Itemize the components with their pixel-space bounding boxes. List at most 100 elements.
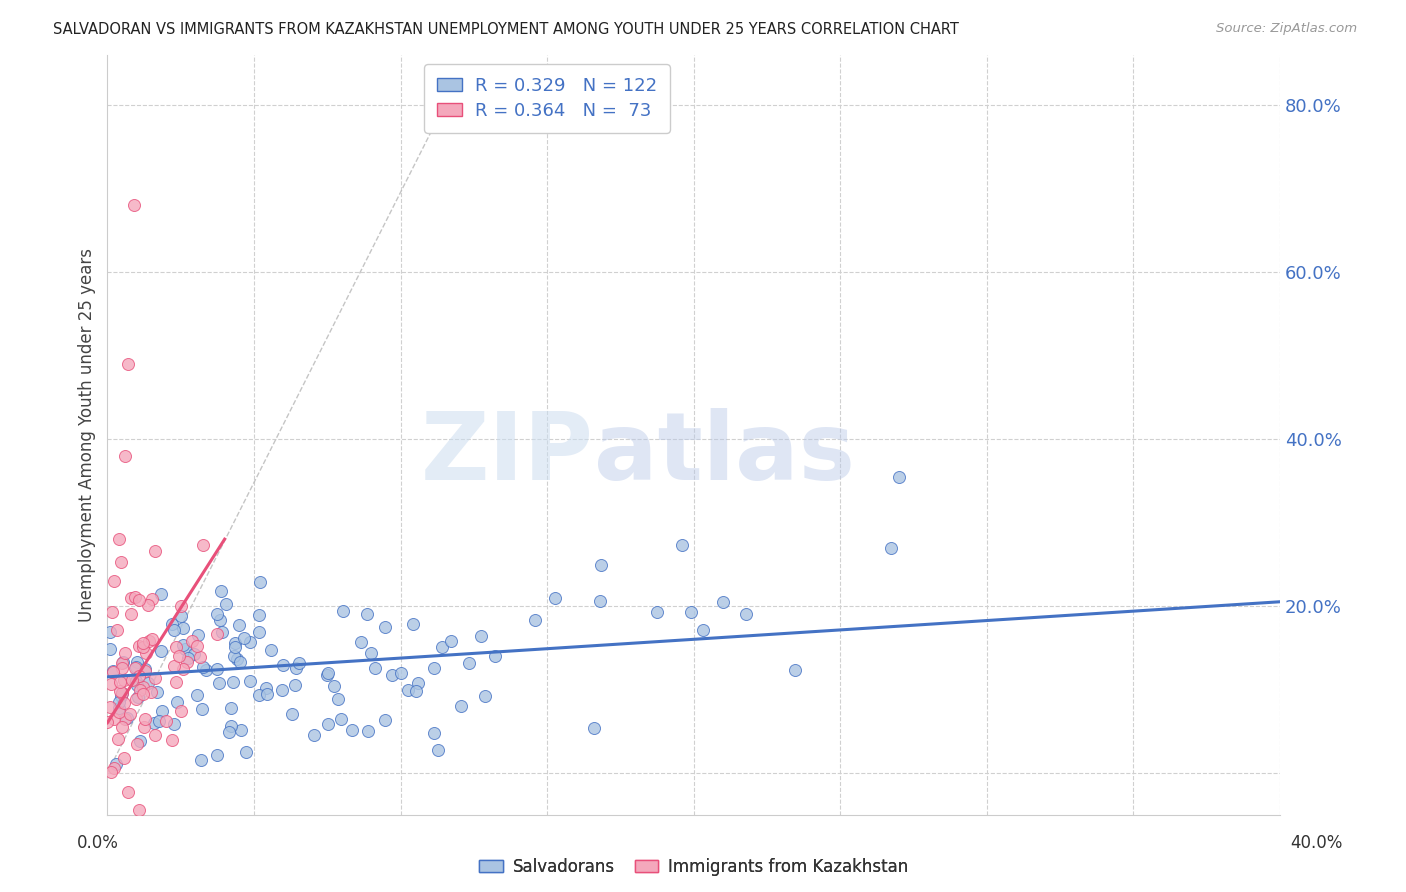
Point [589, 558, 612, 572]
Point [121, 673, 143, 688]
Point [173, 642, 195, 657]
Point [645, 606, 668, 620]
Point [107, 732, 129, 747]
Point [172, 638, 194, 652]
Text: 40.0%: 40.0% [1291, 834, 1343, 852]
Point [396, 683, 419, 698]
Text: SALVADORAN VS IMMIGRANTS FROM KAZAKHSTAN UNEMPLOYMENT AMONG YOUTH UNDER 25 YEARS: SALVADORAN VS IMMIGRANTS FROM KAZAKHSTAN… [53, 22, 959, 37]
Point [125, 737, 148, 751]
Point [163, 623, 186, 637]
Point [176, 655, 198, 669]
Point [136, 676, 159, 690]
Point [222, 674, 245, 689]
Point [162, 659, 184, 673]
Point [132, 720, 155, 734]
Point [112, 673, 135, 688]
Point [326, 692, 349, 706]
Point [128, 592, 150, 607]
Point [101, 665, 124, 679]
Point [381, 668, 404, 682]
Point [124, 660, 146, 674]
Point [215, 597, 238, 611]
Point [224, 640, 246, 654]
Point [711, 594, 734, 608]
Point [145, 684, 167, 698]
Point [207, 747, 229, 762]
Point [155, 714, 177, 728]
Point [105, 623, 128, 637]
Point [254, 681, 277, 695]
Point [228, 617, 250, 632]
Point [143, 716, 166, 731]
Point [470, 629, 492, 643]
Point [100, 765, 122, 780]
Point [183, 647, 205, 661]
Point [127, 690, 149, 704]
Point [141, 685, 163, 699]
Point [887, 469, 910, 483]
Point [112, 751, 135, 765]
Point [284, 678, 307, 692]
Point [128, 639, 150, 653]
Point [170, 609, 193, 624]
Point [117, 785, 139, 799]
Point [132, 680, 155, 694]
Point [671, 538, 693, 552]
Point [186, 639, 208, 653]
Point [329, 712, 352, 726]
Point [222, 649, 245, 664]
Point [114, 646, 136, 660]
Point [259, 642, 281, 657]
Point [191, 701, 214, 715]
Point [332, 604, 354, 618]
Point [98, 624, 121, 639]
Point [118, 707, 141, 722]
Point [134, 662, 156, 676]
Point [316, 665, 339, 680]
Point [110, 555, 132, 569]
Point [111, 657, 134, 671]
Point [190, 650, 212, 665]
Point [785, 663, 807, 677]
Point [229, 655, 252, 669]
Point [363, 660, 385, 674]
Point [96, 714, 118, 729]
Point [108, 695, 131, 709]
Point [360, 646, 382, 660]
Point [138, 633, 160, 648]
Point [229, 723, 252, 737]
Point [132, 640, 155, 654]
Text: Source: ZipAtlas.com: Source: ZipAtlas.com [1216, 22, 1357, 36]
Point [107, 701, 129, 715]
Point [211, 583, 233, 598]
Point [101, 605, 124, 619]
Point [150, 704, 173, 718]
Point [316, 668, 339, 682]
Point [129, 734, 152, 748]
Text: ZIP: ZIP [422, 408, 595, 500]
Point [122, 198, 145, 212]
Point [224, 636, 246, 650]
Point [191, 538, 214, 552]
Point [247, 625, 270, 640]
Point [427, 743, 450, 757]
Point [356, 607, 378, 621]
Point [114, 449, 136, 463]
Text: atlas: atlas [595, 408, 855, 500]
Point [143, 728, 166, 742]
Point [108, 684, 131, 698]
Point [134, 664, 156, 678]
Point [249, 574, 271, 589]
Point [173, 662, 195, 676]
Point [256, 687, 278, 701]
Point [735, 607, 758, 621]
Point [166, 695, 188, 709]
Point [124, 661, 146, 675]
Point [134, 712, 156, 726]
Point [101, 664, 124, 678]
Point [191, 659, 214, 673]
Point [405, 684, 427, 698]
Point [132, 687, 155, 701]
Point [208, 613, 231, 627]
Point [288, 656, 311, 670]
